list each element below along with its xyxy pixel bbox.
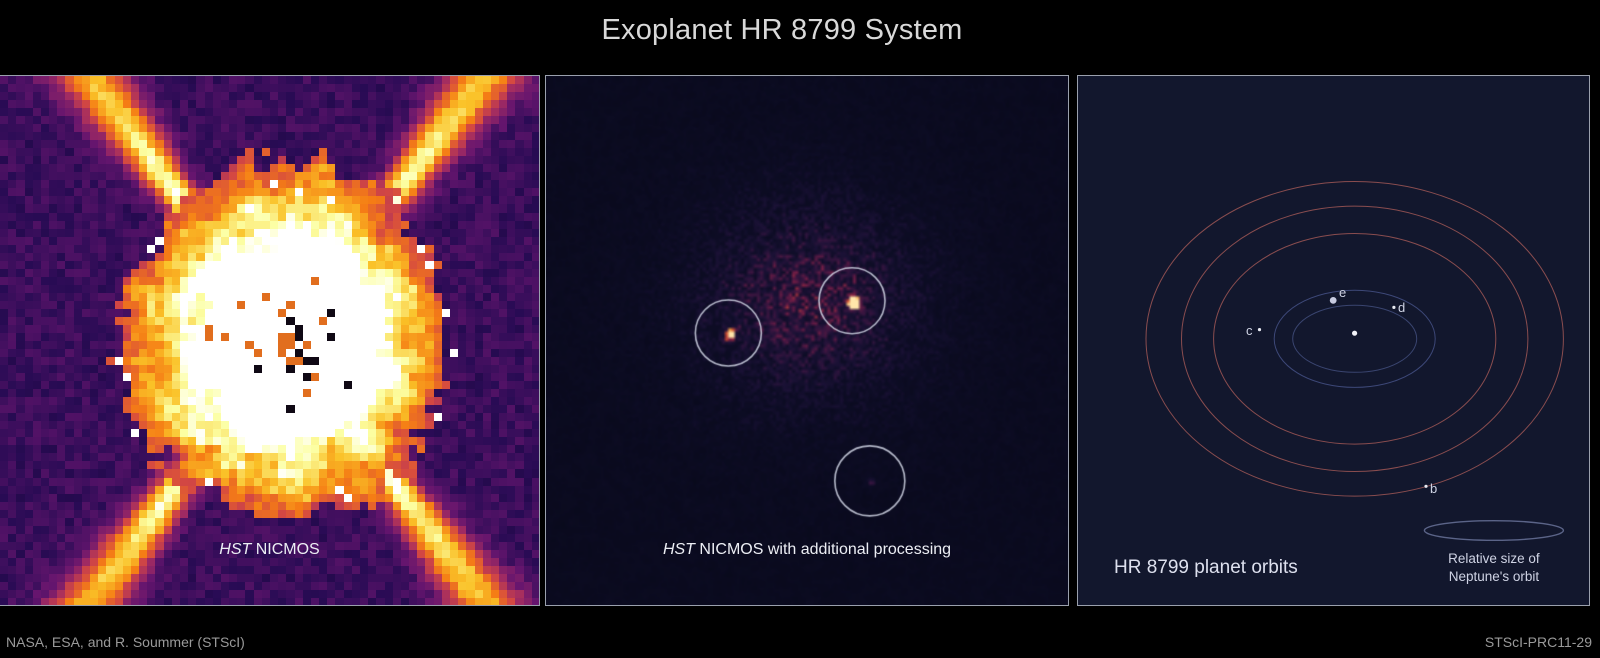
svg-text:Neptune's orbit: Neptune's orbit: [1449, 569, 1540, 584]
svg-text:Relative size of: Relative size of: [1448, 551, 1540, 566]
svg-text:b: b: [1430, 481, 1437, 496]
svg-text:d: d: [1398, 300, 1405, 315]
svg-text:c: c: [1246, 323, 1253, 338]
svg-text:HR 8799 planet orbits: HR 8799 planet orbits: [1114, 557, 1298, 578]
svg-text:e: e: [1339, 285, 1346, 300]
